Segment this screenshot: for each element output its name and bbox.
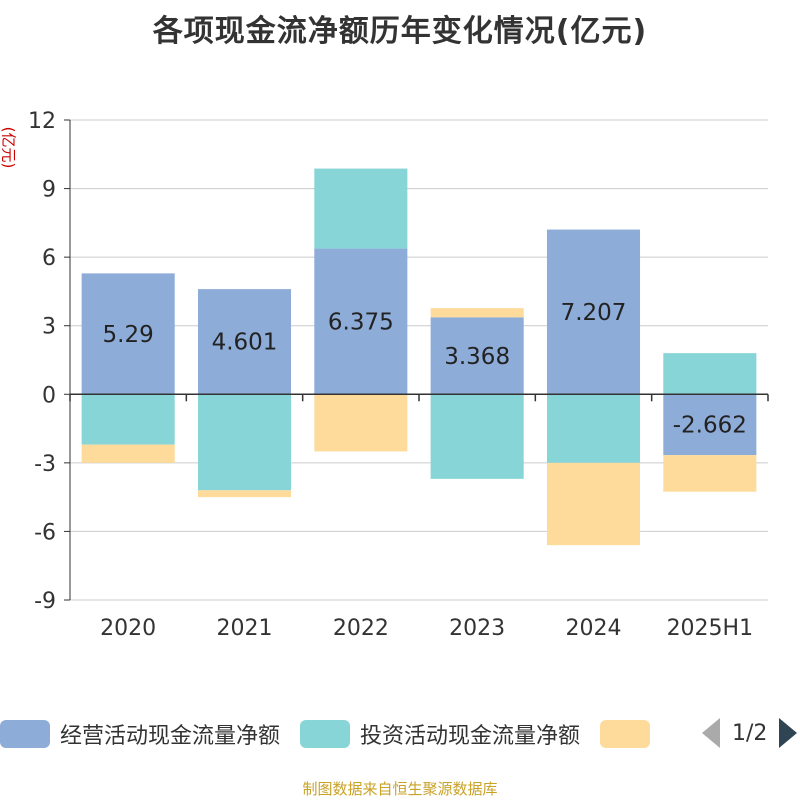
legend-swatch-operating: [0, 720, 50, 748]
x-tick-label: 2022: [333, 616, 389, 641]
data-source-footer: 制图数据来自恒生聚源数据库: [302, 780, 498, 798]
y-tick-label: 0: [42, 383, 56, 408]
bar-series0-2025H1: [663, 394, 757, 456]
data-label: 5.29: [103, 322, 154, 348]
cash-flow-chart: 12 9 6 3 0 -3 -6 -9 2020 2021 2022 2023 2024 2025H1 5.…: [28, 109, 769, 641]
data-label: 6.375: [328, 309, 394, 335]
bar-series2-2024: [546, 462, 641, 546]
bar-series1-2025H1: [663, 353, 757, 395]
bar-series0-2021: [197, 289, 292, 395]
pager-next-icon[interactable]: [779, 718, 798, 748]
bar-series0-2022: [314, 248, 408, 395]
bar-series1-2021: [197, 394, 292, 491]
y-tick-label: 12: [28, 109, 56, 134]
data-label: 4.601: [212, 330, 278, 356]
pager-page-indicator: 1/2: [732, 720, 768, 746]
y-tick-label: -9: [34, 589, 56, 614]
data-label: 3.368: [444, 344, 510, 370]
bar-series2-2023: [430, 308, 524, 318]
y-tick-label: -6: [34, 520, 56, 545]
x-tick-label: 2021: [217, 616, 273, 641]
x-tick-label: 2024: [566, 616, 622, 641]
legend: 经营活动现金流量净额 投资活动现金流量净额: [0, 716, 680, 752]
bar-series2-2021: [197, 490, 292, 498]
bar-series2-2022: [314, 394, 408, 452]
data-label: 7.207: [561, 300, 627, 326]
legend-label-operating: 经营活动现金流量净额: [60, 724, 281, 749]
y-tick-label: -3: [34, 452, 56, 477]
pager-prev-icon[interactable]: [702, 718, 720, 748]
bar-series2-2020: [81, 444, 175, 463]
y-tick-label: 6: [42, 246, 56, 271]
legend-item-operating[interactable]: 经营活动现金流量净额: [0, 718, 280, 750]
bar-series0-2020: [81, 273, 175, 395]
legend-item-financing[interactable]: [600, 720, 660, 748]
bar-series1-2023: [430, 394, 524, 479]
x-tick-label: 2020: [100, 616, 156, 641]
bar-series0-2023: [430, 317, 524, 395]
legend-swatch-investing: [300, 720, 351, 748]
bar-series1-2024: [546, 394, 641, 463]
legend-label-investing: 投资活动现金流量净额: [360, 724, 581, 749]
chart-title: 各项现金流净额历年变化情况(亿元): [152, 14, 648, 49]
y-tick-label: 9: [42, 178, 56, 203]
bar-series2-2025H1: [663, 455, 757, 492]
data-label: -2.662: [673, 413, 747, 439]
legend-pager: 1/2: [702, 718, 798, 748]
bar-series1-2020: [81, 394, 175, 445]
bar-series1-2022: [314, 168, 408, 249]
x-tick-label: 2023: [449, 616, 505, 641]
legend-item-investing[interactable]: 投资活动现金流量净额: [300, 718, 580, 750]
legend-swatch-financing: [600, 720, 651, 748]
x-tick-label: 2025H1: [667, 616, 754, 641]
bar-series0-2024: [546, 229, 641, 395]
y-tick-label: 3: [42, 315, 56, 340]
